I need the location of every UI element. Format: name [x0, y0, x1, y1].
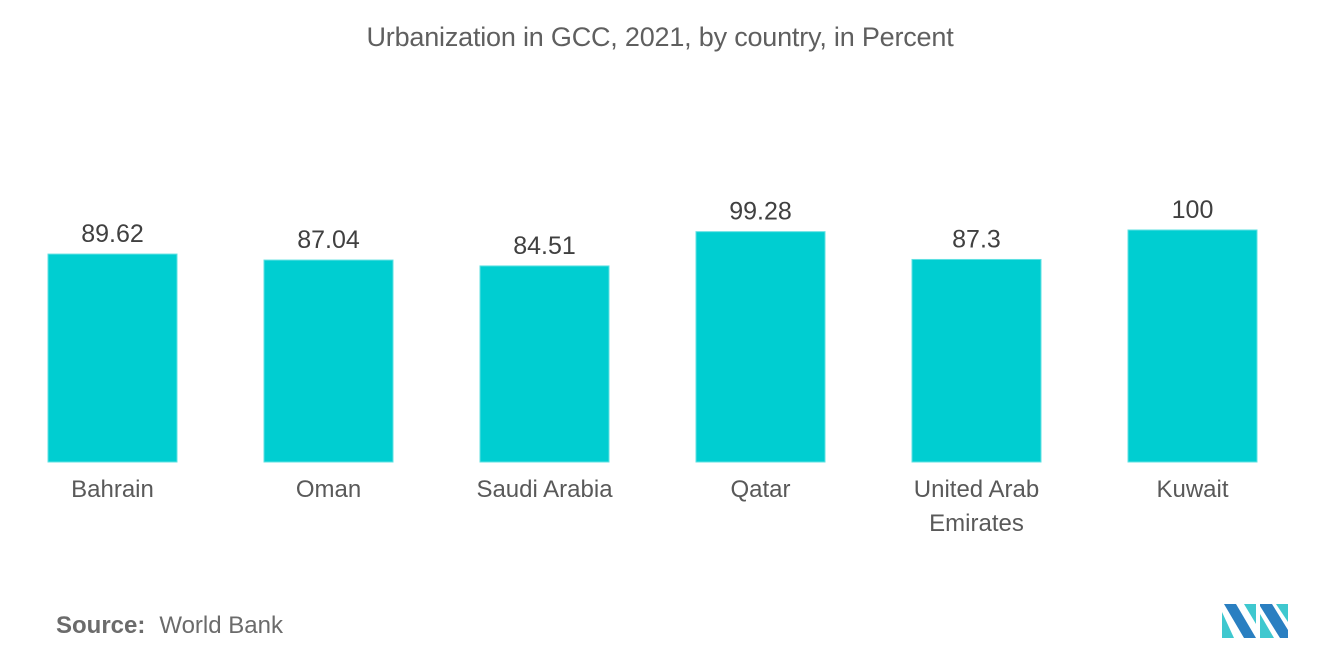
category-labels-group: Bahrain Oman Saudi Arabia Qatar United Arab E…	[71, 476, 1229, 537]
logo-shape-mid-light	[1244, 604, 1256, 624]
source-value: World Bank	[159, 612, 283, 639]
chart-title: Urbanization in GCC, 2021, by country, i…	[366, 22, 954, 52]
logo-shape-right-light	[1276, 604, 1288, 622]
bars-group	[47, 229, 1258, 463]
value-label-oman: 87.04	[297, 226, 360, 254]
value-label-kuwait: 100	[1172, 196, 1214, 224]
category-label-kuwait: Kuwait	[1156, 476, 1228, 503]
logo-shape-bottom-light	[1260, 614, 1274, 638]
category-label-saudi-arabia: Saudi Arabia	[476, 476, 613, 503]
category-label-united-arab-emirates-line-1: United Arab	[914, 476, 1039, 503]
bar-saudi-arabia	[479, 265, 610, 463]
source-label: Source:	[56, 612, 146, 639]
value-label-bahrain: 89.62	[81, 220, 144, 248]
value-label-saudi-arabia: 84.51	[513, 232, 576, 260]
source-note: Source: World Bank	[56, 612, 283, 640]
value-label-united-arab-emirates: 87.3	[952, 225, 1001, 253]
category-label-bahrain: Bahrain	[71, 476, 154, 503]
bar-qatar	[695, 231, 826, 463]
value-labels-group: 89.62 87.04 84.51 99.28 87.3 100	[81, 196, 1213, 260]
logo-shape-left-light	[1222, 612, 1234, 638]
logo-shape-right-dark	[1260, 604, 1288, 638]
category-label-united-arab-emirates-line-2: Emirates	[929, 510, 1024, 537]
bar-oman	[263, 259, 394, 463]
bar-chart: 89.62 87.04 84.51 99.28 87.3 100 Bahrain Oman S…	[47, 196, 1258, 537]
category-label-oman: Oman	[296, 476, 361, 503]
bar-united-arab-emirates	[911, 258, 1042, 463]
logo-shape-left-dark	[1224, 604, 1256, 638]
value-label-qatar: 99.28	[729, 198, 792, 226]
bar-kuwait	[1127, 229, 1258, 463]
category-label-qatar: Qatar	[730, 476, 790, 503]
bar-bahrain	[47, 253, 178, 463]
mordor-logo-icon	[1222, 604, 1288, 638]
